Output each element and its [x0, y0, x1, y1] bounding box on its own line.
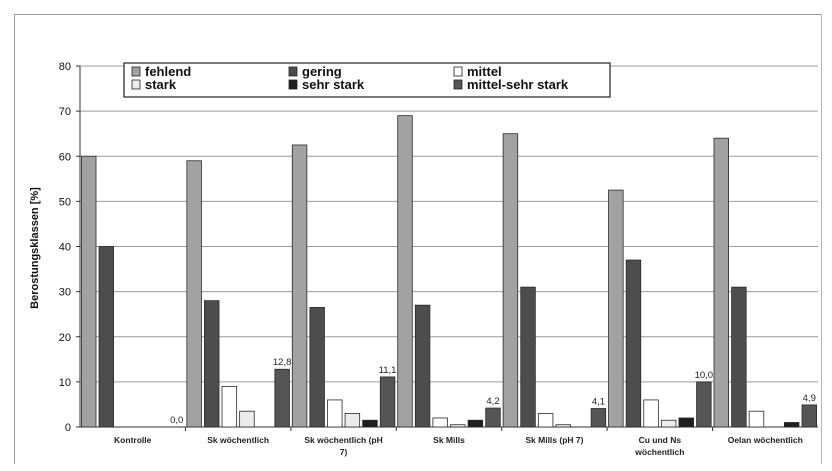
y-tick-label: 0 — [65, 422, 71, 434]
bar-sehr-stark-2 — [362, 419, 378, 428]
data-label: 4,1 — [592, 396, 605, 407]
bar-stark-1 — [239, 410, 255, 428]
frame-border-right — [821, 14, 822, 464]
bar-fehlend-1 — [186, 160, 202, 428]
legend: fehlend gering mittel stark sehr stark mittel… — [123, 62, 611, 98]
x-tick-label: Sk wöchentlich — [207, 435, 269, 445]
legend-label: mittel — [467, 64, 502, 79]
bar-gering-4 — [520, 286, 536, 428]
bar-mittel-sehr-stark-3 — [485, 407, 501, 428]
x-tick-label: Sk Mills — [433, 435, 465, 445]
legend-box — [123, 62, 611, 98]
bar-gering-6 — [731, 286, 747, 428]
bar-mittel-sehr-stark-5 — [696, 381, 712, 428]
legend-label: stark — [145, 77, 177, 92]
y-tick-label: 30 — [59, 287, 71, 299]
bar-fehlend-0 — [81, 155, 97, 428]
bar-gering-2 — [309, 307, 325, 428]
bar-fehlend-5 — [608, 189, 624, 428]
bar-stark-4 — [555, 424, 571, 428]
y-axis-title: Berostungsklassen [%] — [29, 187, 41, 309]
data-label: 0,0 — [170, 415, 183, 426]
axes: 0 10 20 30 40 50 60 70 80 Kontrolle Sk wöchentlich… — [59, 61, 818, 457]
bar-fehlend-2 — [291, 144, 308, 428]
legend-label: fehlend — [145, 64, 191, 79]
bar-mittel-sehr-stark-1 — [274, 368, 290, 428]
bar-mittel-6 — [748, 410, 765, 428]
y-tick-label: 40 — [59, 242, 71, 254]
legend-swatch — [131, 66, 141, 77]
bar-fehlend-4 — [502, 133, 519, 428]
data-label: 12,8 — [273, 357, 292, 368]
bar-stark-3 — [450, 424, 466, 428]
legend-swatch — [131, 79, 141, 90]
x-tick-label: Sk wöchentlich (pH — [304, 435, 382, 445]
bar-stark-5 — [660, 419, 677, 428]
bar-stark-2 — [344, 413, 361, 428]
bar-gering-3 — [414, 304, 431, 428]
y-tick-label: 60 — [59, 151, 71, 163]
frame-border-left — [14, 14, 15, 464]
bar-gering-0 — [98, 246, 115, 428]
x-tick-label: wöchentlich — [634, 447, 684, 457]
bar-sehr-stark-5 — [678, 417, 694, 428]
y-tick-label: 20 — [59, 332, 71, 344]
y-tick-label: 10 — [59, 377, 71, 389]
bar-sehr-stark-6 — [783, 422, 800, 428]
x-tick-label: Kontrolle — [114, 435, 152, 445]
bar-gering-5 — [625, 259, 642, 428]
bar-gering-1 — [204, 300, 220, 428]
bar-mittel-4 — [537, 413, 554, 428]
bar-mittel-3 — [432, 417, 448, 428]
data-label: 11,1 — [379, 365, 397, 376]
bar-mittel-sehr-stark-4 — [590, 408, 607, 428]
bar-mittel-5 — [643, 399, 659, 428]
y-tick-label: 50 — [59, 196, 71, 208]
bar-mittel-sehr-stark-6 — [801, 404, 817, 428]
bar-sehr-stark-3 — [467, 419, 484, 428]
legend-label: gering — [302, 64, 342, 79]
data-label: 4,9 — [803, 393, 816, 404]
legend-swatch — [453, 79, 463, 90]
y-tick-label: 80 — [59, 61, 71, 73]
legend-swatch — [453, 66, 463, 77]
frame-border-top — [14, 14, 822, 15]
legend-swatch — [288, 66, 298, 77]
gridlines — [80, 65, 818, 427]
x-tick-label: 7) — [340, 447, 348, 457]
bar-fehlend-3 — [397, 115, 413, 428]
bar-mittel-1 — [221, 385, 238, 428]
legend-label: sehr stark — [302, 77, 365, 92]
bar-fehlend-6 — [713, 137, 729, 428]
data-labels: 0,0 12,8 11,1 4,2 4,1 10,0 4,9 — [170, 357, 816, 426]
x-tick-label: Cu und Ns — [639, 435, 682, 445]
legend-swatch — [288, 79, 298, 90]
legend-label: mittel-sehr stark — [467, 77, 569, 92]
x-tick-label: Oelan wöchentlich — [728, 435, 803, 445]
y-tick-label: 70 — [59, 106, 71, 118]
bar-mittel-sehr-stark-2 — [379, 376, 396, 428]
bars — [81, 115, 817, 428]
data-label: 4,2 — [486, 396, 499, 407]
bar-mittel-2 — [327, 399, 343, 428]
data-label: 10,0 — [695, 370, 714, 381]
x-tick-label: Sk Mills (pH 7) — [525, 435, 583, 445]
